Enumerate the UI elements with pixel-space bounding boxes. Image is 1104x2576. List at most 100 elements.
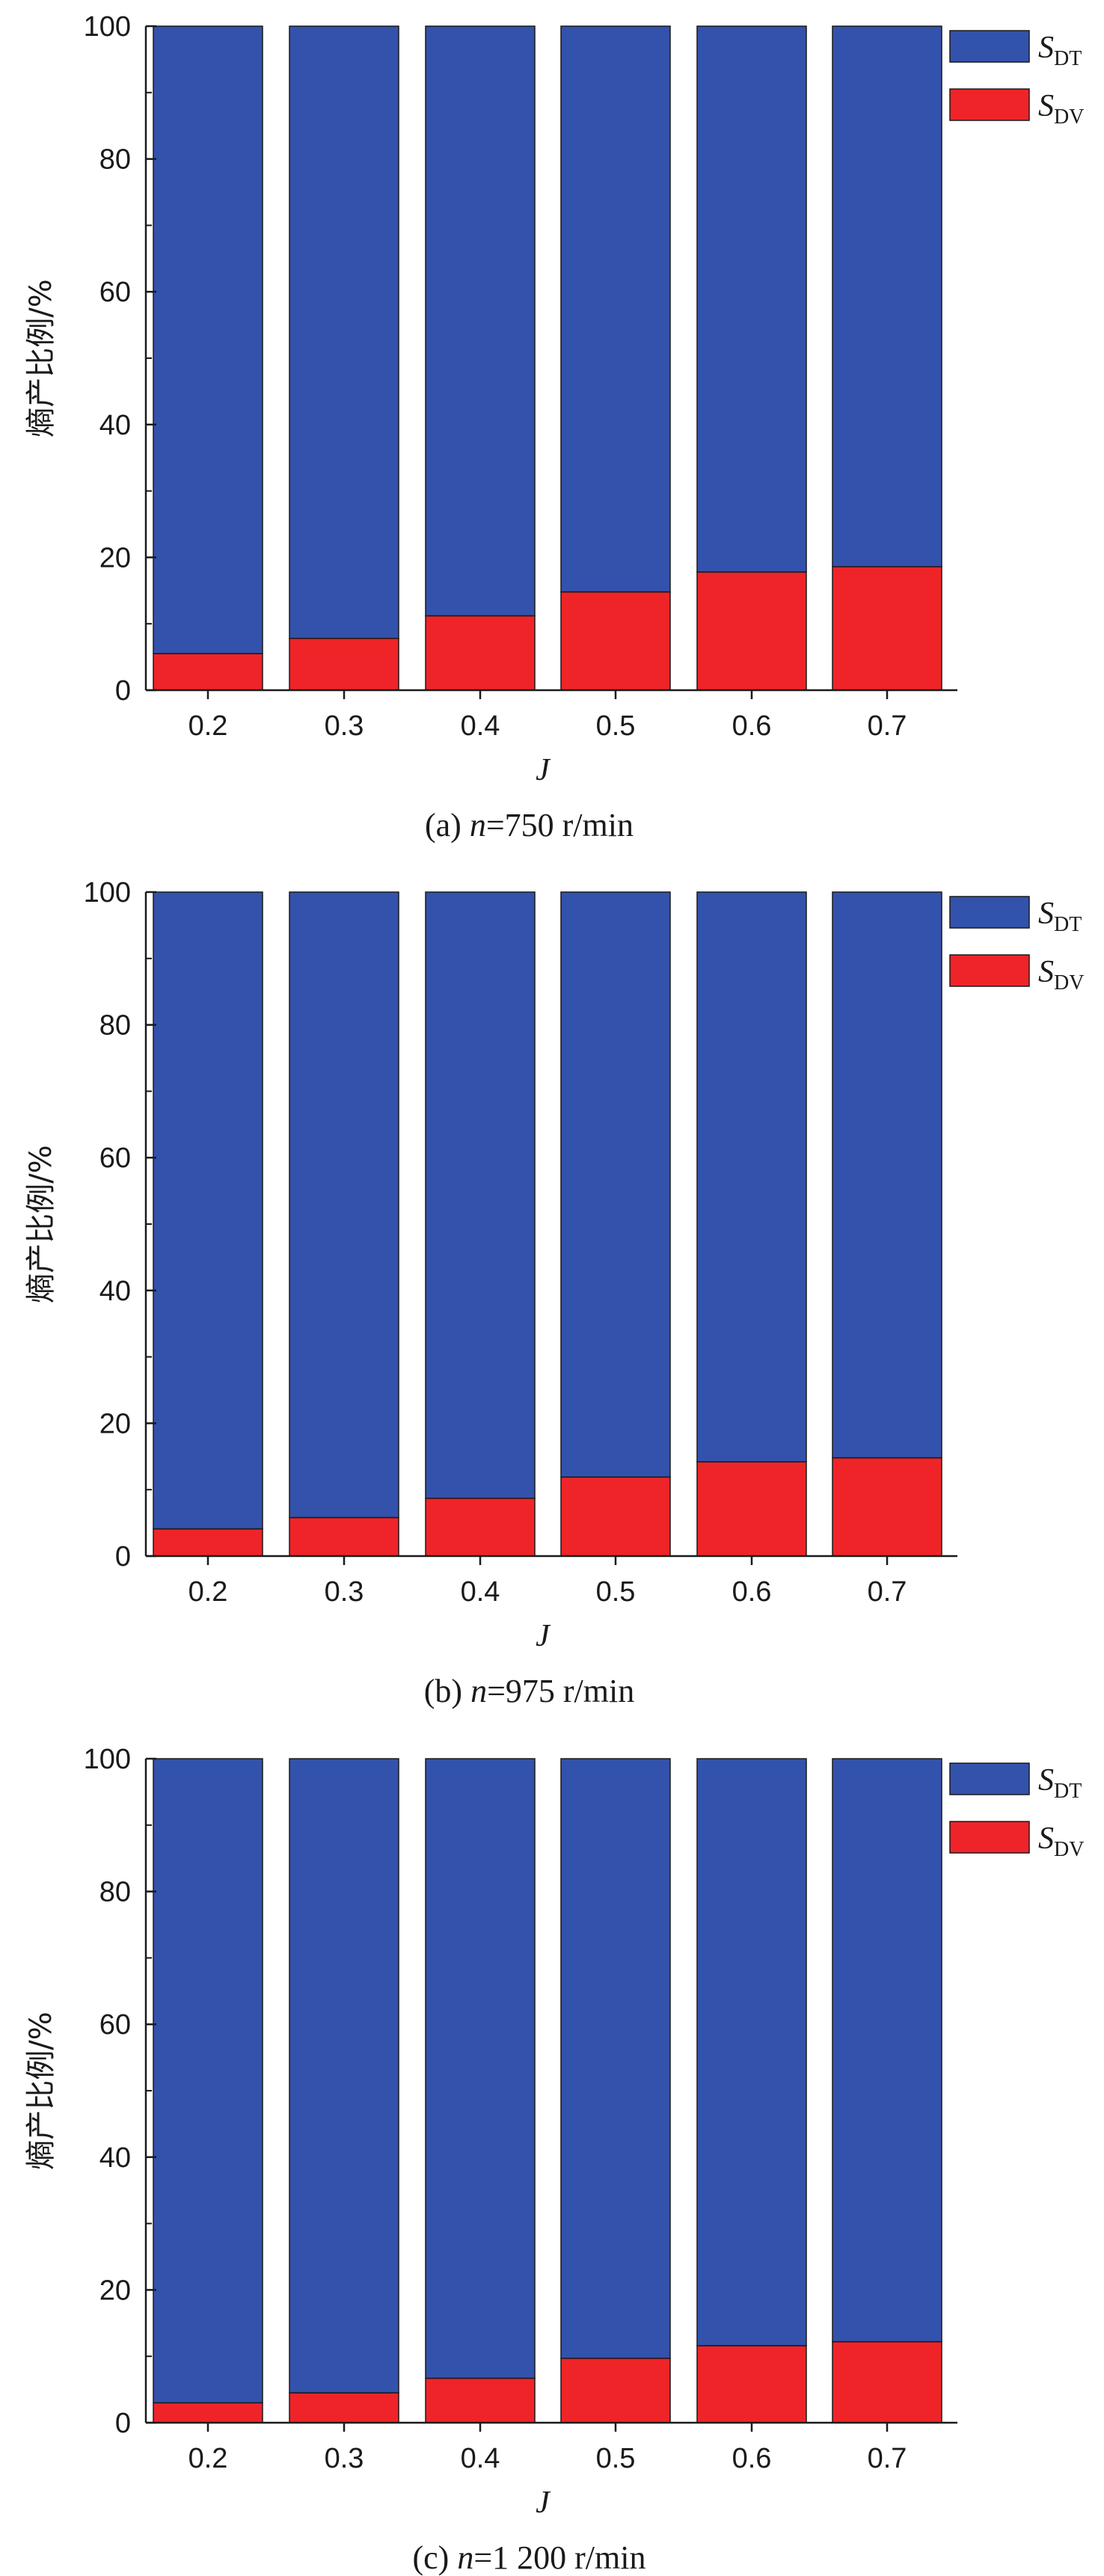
panel-caption: (b) n=975 r/min bbox=[424, 1673, 634, 1709]
legend-label-dv: SDV bbox=[1038, 955, 1084, 995]
x-tick-label: 0.3 bbox=[325, 2443, 364, 2474]
y-tick-label: 40 bbox=[99, 410, 131, 441]
legend: SDT SDV bbox=[949, 896, 1084, 995]
x-tick-label: 0.2 bbox=[188, 1576, 228, 1608]
bar-dt-0.7 bbox=[832, 25, 942, 568]
bar-dt-0.2 bbox=[153, 25, 263, 654]
x-tick-label: 0.6 bbox=[732, 2443, 772, 2474]
chart-panel-3: 0 20 40 60 80 100 0.2 0.3 0.4 0.5 0.6 0.7 熵产比例/% J (c)… bbox=[24, 1744, 1084, 2576]
y-axis-label: 熵产比例/% bbox=[24, 2011, 58, 2169]
x-axis-label: J bbox=[536, 2486, 551, 2520]
y-tick-label: 20 bbox=[99, 2275, 131, 2306]
x-tick-label: 0.2 bbox=[188, 2443, 228, 2474]
bar-dt-0.6 bbox=[696, 891, 807, 1463]
bar-dv-0.6 bbox=[696, 2345, 807, 2423]
bar-dt-0.3 bbox=[289, 891, 399, 1519]
bar-dv-0.4 bbox=[425, 615, 536, 691]
y-tick-label: 100 bbox=[84, 1744, 131, 1775]
bar-dt-0.5 bbox=[560, 1758, 671, 2359]
bar-dt-0.4 bbox=[425, 891, 536, 1499]
legend-label-dt: SDT bbox=[1038, 897, 1082, 936]
bar-dv-0.5 bbox=[560, 2358, 671, 2423]
legend-swatch-dv bbox=[949, 1821, 1030, 1854]
bar-dt-0.3 bbox=[289, 25, 399, 639]
y-axis-label: 熵产比例/% bbox=[24, 279, 58, 437]
bar-dt-0.5 bbox=[560, 25, 671, 593]
bar-dv-0.5 bbox=[560, 591, 671, 691]
legend-swatch-dv bbox=[949, 954, 1030, 987]
bar-dt-0.3 bbox=[289, 1758, 399, 2394]
bar-dt-0.7 bbox=[832, 891, 942, 1459]
x-tick-label: 0.3 bbox=[325, 710, 364, 742]
y-tick-label: 60 bbox=[99, 277, 131, 308]
bar-dt-0.2 bbox=[153, 1758, 263, 2404]
x-tick-label: 0.6 bbox=[732, 710, 772, 742]
legend: SDT SDV bbox=[949, 30, 1084, 129]
x-axis-label: J bbox=[536, 753, 551, 787]
chart-panel-1: 0 20 40 60 80 100 0.2 0.3 0.4 0.5 0.6 0.7 熵产比例/% J (a)… bbox=[24, 11, 1084, 843]
x-tick-label: 0.3 bbox=[325, 1576, 364, 1608]
x-tick-label: 0.2 bbox=[188, 710, 228, 742]
legend-label-dv: SDV bbox=[1038, 89, 1084, 129]
bar-dt-0.6 bbox=[696, 1758, 807, 2346]
bar-dt-0.6 bbox=[696, 25, 807, 573]
legend-swatch-dt bbox=[949, 896, 1030, 929]
legend-label-dt: SDT bbox=[1038, 1763, 1082, 1803]
y-tick-label: 80 bbox=[99, 1010, 131, 1042]
x-tick-label: 0.4 bbox=[461, 710, 500, 742]
bar-dv-0.5 bbox=[560, 1476, 671, 1557]
bar-dv-0.3 bbox=[289, 637, 399, 691]
y-tick-label: 0 bbox=[115, 675, 131, 707]
legend-label-dv: SDV bbox=[1038, 1822, 1084, 1861]
y-tick-label: 60 bbox=[99, 1143, 131, 1174]
legend-swatch-dt bbox=[949, 1762, 1030, 1795]
x-axis-label: J bbox=[536, 1619, 551, 1653]
x-tick-label: 0.5 bbox=[596, 1576, 636, 1608]
bar-dt-0.4 bbox=[425, 25, 536, 617]
y-tick-label: 0 bbox=[115, 2408, 131, 2439]
y-tick-label: 100 bbox=[84, 877, 131, 909]
chart-panel-2: 0 20 40 60 80 100 0.2 0.3 0.4 0.5 0.6 0.7 熵产比例/% J (b)… bbox=[24, 877, 1084, 1709]
x-tick-label: 0.4 bbox=[461, 2443, 500, 2474]
x-tick-label: 0.5 bbox=[596, 710, 636, 742]
y-tick-label: 20 bbox=[99, 542, 131, 574]
panel-caption: (c) n=1 200 r/min bbox=[413, 2539, 646, 2576]
bar-dt-0.2 bbox=[153, 891, 263, 1530]
y-tick-label: 100 bbox=[84, 11, 131, 43]
bar-dt-0.4 bbox=[425, 1758, 536, 2379]
x-tick-label: 0.7 bbox=[868, 710, 907, 742]
bar-dv-0.2 bbox=[153, 2402, 263, 2423]
x-tick-label: 0.4 bbox=[461, 1576, 500, 1608]
bar-dv-0.6 bbox=[696, 1461, 807, 1557]
bar-dv-0.3 bbox=[289, 2392, 399, 2423]
y-tick-label: 40 bbox=[99, 1276, 131, 1307]
bar-dv-0.2 bbox=[153, 653, 263, 691]
y-tick-label: 80 bbox=[99, 1877, 131, 1908]
x-tick-label: 0.6 bbox=[732, 1576, 772, 1608]
bar-dv-0.7 bbox=[832, 2340, 942, 2423]
panel-caption: (a) n=750 r/min bbox=[425, 807, 634, 843]
x-tick-label: 0.7 bbox=[868, 2443, 907, 2474]
bar-dv-0.3 bbox=[289, 1516, 399, 1557]
y-tick-label: 60 bbox=[99, 2009, 131, 2041]
bar-dv-0.2 bbox=[153, 1528, 263, 1557]
bar-dt-0.7 bbox=[832, 1758, 942, 2343]
legend-swatch-dv bbox=[949, 88, 1030, 121]
bar-dv-0.4 bbox=[425, 1497, 536, 1557]
legend: SDT SDV bbox=[949, 1762, 1084, 1861]
y-tick-label: 40 bbox=[99, 2142, 131, 2174]
y-tick-label: 0 bbox=[115, 1541, 131, 1573]
legend-swatch-dt bbox=[949, 30, 1030, 63]
bar-dt-0.5 bbox=[560, 891, 671, 1478]
y-tick-label: 20 bbox=[99, 1408, 131, 1439]
y-tick-label: 80 bbox=[99, 144, 131, 176]
x-tick-label: 0.5 bbox=[596, 2443, 636, 2474]
bar-dv-0.4 bbox=[425, 2377, 536, 2423]
x-tick-label: 0.7 bbox=[868, 1576, 907, 1608]
legend-label-dt: SDT bbox=[1038, 31, 1082, 70]
y-axis-label: 熵产比例/% bbox=[24, 1145, 58, 1303]
bar-dv-0.7 bbox=[832, 566, 942, 691]
bar-dv-0.7 bbox=[832, 1457, 942, 1557]
bar-dv-0.6 bbox=[696, 571, 807, 691]
